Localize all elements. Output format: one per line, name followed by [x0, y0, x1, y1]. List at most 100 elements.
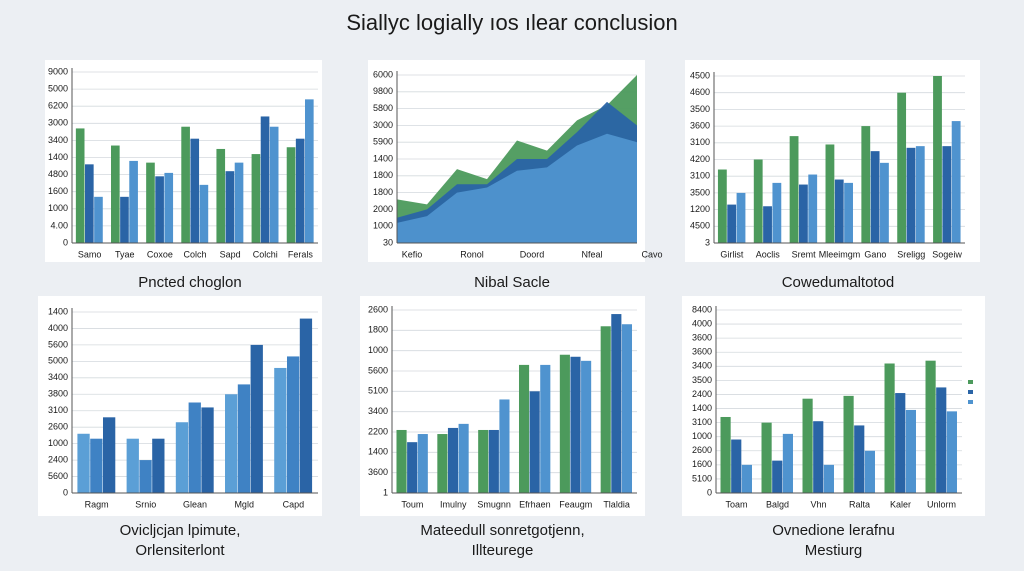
- x-tick-label: Kefio: [402, 249, 423, 259]
- bar: [126, 438, 139, 493]
- bar: [155, 176, 164, 243]
- bar: [164, 172, 174, 243]
- bar: [933, 76, 942, 243]
- chart-caption: Ovnedione lerafnu: [772, 522, 895, 539]
- bar: [951, 121, 961, 243]
- bar: [813, 421, 824, 493]
- x-tick-label: Capd: [283, 499, 305, 509]
- bar: [237, 384, 251, 493]
- y-tick-label: 5100: [692, 473, 712, 483]
- bar: [447, 427, 459, 493]
- y-tick-label: 3400: [368, 406, 388, 416]
- chart-caption: Illteurege: [472, 542, 534, 559]
- y-tick-label: 1: [383, 487, 388, 497]
- y-tick-label: 9800: [373, 86, 393, 96]
- x-tick-label: Ferals: [288, 249, 314, 259]
- x-tick-label: Sreligg: [897, 249, 925, 259]
- bar: [199, 184, 209, 243]
- y-tick-label: 3800: [48, 389, 68, 399]
- bar: [75, 128, 85, 243]
- chart-title: Nibal Sacle: [474, 274, 550, 291]
- y-tick-label: 4000: [48, 323, 68, 333]
- x-tick-label: Tlaldia: [603, 499, 630, 509]
- page-title: Siallyc logially ıos ılear conclusion: [346, 10, 677, 35]
- bar: [720, 416, 731, 493]
- y-tick-label: 0: [707, 487, 712, 497]
- bar: [772, 460, 783, 493]
- y-tick-label: 4500: [690, 70, 710, 80]
- y-tick-label: 1000: [373, 221, 393, 231]
- y-tick-label: 1400: [692, 403, 712, 413]
- y-tick-label: 3: [705, 237, 710, 247]
- x-tick-label: Sogeiw: [932, 249, 962, 259]
- x-tick-label: Gano: [864, 249, 886, 259]
- y-tick-label: 5000: [48, 356, 68, 366]
- y-tick-label: 3500: [692, 375, 712, 385]
- y-tick-label: 4.00: [50, 220, 68, 230]
- bar: [540, 364, 551, 493]
- bar: [906, 147, 916, 243]
- x-tick-label: Unlorm: [927, 499, 956, 509]
- y-tick-label: 4200: [690, 154, 710, 164]
- x-tick-label: Mgld: [234, 499, 254, 509]
- x-tick-label: Balgd: [766, 499, 789, 509]
- bar: [225, 171, 235, 243]
- y-tick-label: 5000: [48, 83, 68, 93]
- bar: [120, 196, 129, 243]
- bar: [201, 407, 214, 493]
- y-tick-label: 2200: [368, 426, 388, 436]
- bar: [152, 438, 165, 493]
- chart-caption: Ovicljcjan lpimute,: [120, 522, 241, 539]
- x-tick-label: Sremt: [792, 249, 817, 259]
- bar: [936, 387, 947, 493]
- y-tick-label: 1800: [373, 170, 393, 180]
- y-tick-label: 5600: [368, 365, 388, 375]
- y-tick-label: 5800: [373, 103, 393, 113]
- y-tick-label: 2000: [373, 204, 393, 214]
- bar: [216, 148, 226, 243]
- y-tick-label: 1800: [373, 187, 393, 197]
- y-tick-label: 1000: [48, 438, 68, 448]
- y-tick-label: 2600: [368, 304, 388, 314]
- bar: [396, 429, 407, 493]
- x-tick-label: Srnio: [135, 499, 156, 509]
- bar: [942, 146, 952, 243]
- y-tick-label: 1400: [48, 152, 68, 162]
- bar: [437, 434, 448, 493]
- y-tick-label: 1000: [48, 203, 68, 213]
- bar: [251, 154, 261, 243]
- bar: [895, 393, 906, 493]
- y-tick-label: 5600: [48, 339, 68, 349]
- x-tick-label: Sapd: [220, 249, 241, 259]
- y-tick-label: 2600: [692, 445, 712, 455]
- y-tick-label: 3000: [373, 120, 393, 130]
- bar: [287, 356, 300, 493]
- bar: [529, 391, 540, 493]
- bar: [111, 145, 120, 243]
- bar: [188, 402, 201, 493]
- bar: [870, 151, 880, 243]
- y-tick-label: 2400: [692, 389, 712, 399]
- y-tick-label: 9000: [48, 66, 68, 76]
- bar: [761, 422, 772, 493]
- y-tick-label: 0: [63, 237, 68, 247]
- bar: [190, 138, 200, 243]
- y-tick-label: 1400: [373, 153, 393, 163]
- bar: [286, 147, 296, 243]
- bar: [499, 399, 510, 493]
- bar: [897, 92, 907, 243]
- y-tick-label: 1800: [368, 325, 388, 335]
- legend-swatch: [968, 400, 973, 404]
- x-tick-label: Aoclis: [756, 249, 781, 259]
- y-tick-label: 3600: [692, 333, 712, 343]
- chart-caption: Mateedull sonretgotjenn,: [420, 522, 584, 539]
- bar: [102, 417, 116, 493]
- y-tick-label: 8400: [692, 304, 712, 314]
- bar: [478, 429, 489, 493]
- x-tick-label: Colchi: [253, 249, 278, 259]
- bar: [85, 164, 94, 243]
- x-tick-label: Doord: [520, 249, 545, 259]
- y-tick-label: 6000: [373, 69, 393, 79]
- x-tick-label: Mleeimgm: [819, 249, 861, 259]
